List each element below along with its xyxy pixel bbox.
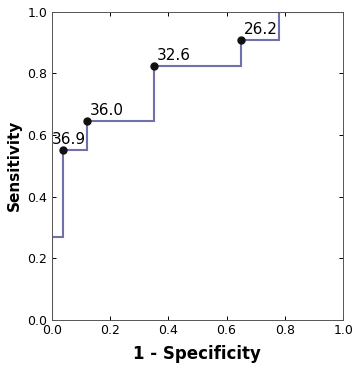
- Text: 36.0: 36.0: [90, 103, 123, 118]
- Y-axis label: Sensitivity: Sensitivity: [7, 120, 22, 211]
- X-axis label: 1 - Specificity: 1 - Specificity: [134, 345, 261, 363]
- Text: 26.2: 26.2: [244, 21, 278, 37]
- Text: 32.6: 32.6: [157, 48, 190, 63]
- Text: 36.9: 36.9: [52, 132, 86, 147]
